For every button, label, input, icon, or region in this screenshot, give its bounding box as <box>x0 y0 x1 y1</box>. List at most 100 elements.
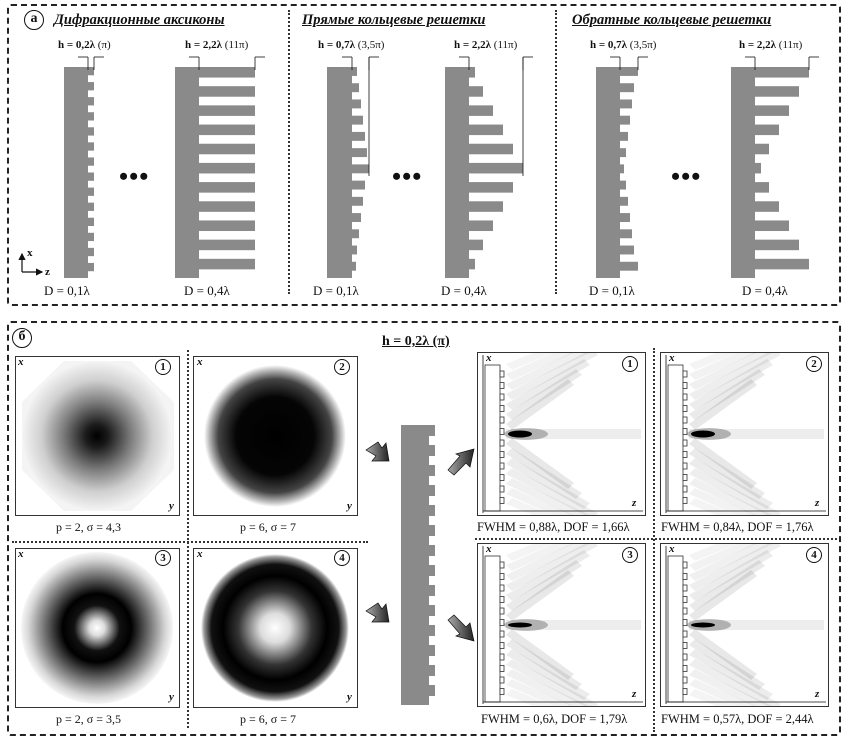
direct-large-tooth <box>469 162 523 174</box>
beam-number-3: 3 <box>155 550 171 566</box>
focal-halo <box>687 619 731 631</box>
axicon-small-base <box>64 67 88 278</box>
inverse-small-tooth <box>620 261 638 271</box>
axicon-small-tooth <box>88 127 94 136</box>
beam-frame-2 <box>193 356 358 516</box>
inverse-small-tooth <box>620 83 634 93</box>
inverse-small-tooth <box>620 180 626 190</box>
center-grating-tooth <box>429 625 435 636</box>
axicon-large-tooth <box>199 105 255 116</box>
direct-large-tooth <box>469 67 475 78</box>
beam-params-4: p = 6, σ = 7 <box>240 712 297 726</box>
result-2-axis-z: z <box>815 497 820 509</box>
center-grating-tooth <box>429 445 435 456</box>
profiles-svg <box>18 56 819 278</box>
center-grating-tooth <box>429 665 435 676</box>
focal-spot <box>508 430 532 438</box>
axicon-small-tooth <box>88 187 94 196</box>
result-1-axis-z: z <box>632 497 637 509</box>
h-label-s1-right: h = 2,2λ (11π) <box>185 39 249 51</box>
axicon-small-tooth <box>88 97 94 106</box>
beam-number-1: 1 <box>155 359 171 375</box>
grating-outline-tooth <box>499 653 505 661</box>
side-lobe <box>689 659 781 710</box>
separator-1 <box>288 10 290 294</box>
inverse-large-tooth <box>755 143 769 155</box>
result-4-axis-z: z <box>815 688 820 700</box>
side-lobe <box>689 359 773 410</box>
ellipsis-s2: ••• <box>392 162 423 191</box>
axis-indicator-icon <box>18 252 44 276</box>
grating-outline-tooth <box>499 607 505 615</box>
axicon-large-tooth <box>199 201 255 212</box>
result-frame-2 <box>660 319 829 549</box>
grating-outline-tooth <box>682 405 688 412</box>
result-4-axis-x: x <box>669 543 675 555</box>
side-lobe <box>689 639 765 690</box>
axicon-large-tooth <box>199 239 255 251</box>
center-grating-tooth <box>429 525 435 536</box>
center-element-svg <box>365 425 475 705</box>
panel-a <box>7 4 841 306</box>
result-number-4: 4 <box>806 547 822 563</box>
direct-small-tooth <box>352 131 365 141</box>
axicon-large-base <box>175 67 199 278</box>
inverse-large-tooth <box>755 201 779 212</box>
inverse-large-tooth <box>755 258 809 270</box>
axicon-large-tooth <box>199 86 255 97</box>
grating-outline <box>667 364 684 512</box>
grating-outline-tooth <box>499 405 505 412</box>
result-image-1 <box>482 319 643 549</box>
beam-image-4 <box>201 554 349 702</box>
grating-outline-tooth <box>682 428 688 435</box>
side-lobe <box>506 659 598 710</box>
beam-number-4: 4 <box>334 550 350 566</box>
inverse-small-tooth <box>620 99 632 109</box>
side-lobe <box>506 379 574 430</box>
side-lobe <box>506 468 598 519</box>
beam-2-axis-y: y <box>347 500 352 512</box>
beam-3-axis-x: x <box>18 548 24 560</box>
axicon-large-tooth <box>199 67 255 78</box>
side-lobe <box>506 639 582 690</box>
axicon-large-tooth <box>199 182 255 193</box>
grating-outline-tooth <box>682 416 688 424</box>
grating-outline-tooth <box>499 596 505 603</box>
separator-results-h <box>475 538 837 540</box>
grating-outline-tooth <box>499 619 505 626</box>
beam-1-axis-y: y <box>169 500 174 512</box>
h-label-s3-right: h = 2,2λ (11π) <box>739 39 803 51</box>
d-label-s2-left: D = 0,1λ <box>313 283 359 298</box>
center-grating-tooth <box>429 545 435 556</box>
axicon-small-tooth <box>88 172 94 181</box>
side-lobe <box>689 438 757 489</box>
panel-a-label: а <box>24 10 44 30</box>
beam-1-axis-x: x <box>18 356 24 368</box>
inverse-large-base <box>731 67 755 278</box>
grating-outline-tooth <box>682 653 688 661</box>
axicon-small-tooth <box>88 262 94 272</box>
direct-small-tooth <box>352 180 365 190</box>
grating-outline-tooth <box>499 573 505 580</box>
inverse-small-tooth <box>620 148 626 158</box>
result-number-3: 3 <box>622 547 638 563</box>
grating-outline-tooth <box>682 497 688 504</box>
ellipsis-s3: ••• <box>671 162 702 191</box>
direct-small-tooth <box>352 164 369 174</box>
grating-outline-tooth <box>499 665 505 672</box>
grating-outline-tooth <box>499 370 505 378</box>
direct-large-tooth <box>469 86 483 97</box>
grating-outline-tooth <box>682 485 688 493</box>
center-grating-tooth <box>429 645 435 656</box>
side-lobe <box>689 649 773 700</box>
grating-outline-tooth <box>499 688 505 695</box>
side-lobe <box>506 629 574 680</box>
h-label-s2-right: h = 2,2λ (11π) <box>454 39 518 51</box>
side-lobe <box>689 448 765 499</box>
axicon-small-tooth <box>88 67 94 76</box>
axicon-small-tooth <box>88 82 94 91</box>
result-3-axis-x: x <box>486 543 492 555</box>
side-lobe <box>506 570 574 621</box>
side-lobe <box>689 349 781 400</box>
axicon-large-tooth <box>199 258 255 270</box>
